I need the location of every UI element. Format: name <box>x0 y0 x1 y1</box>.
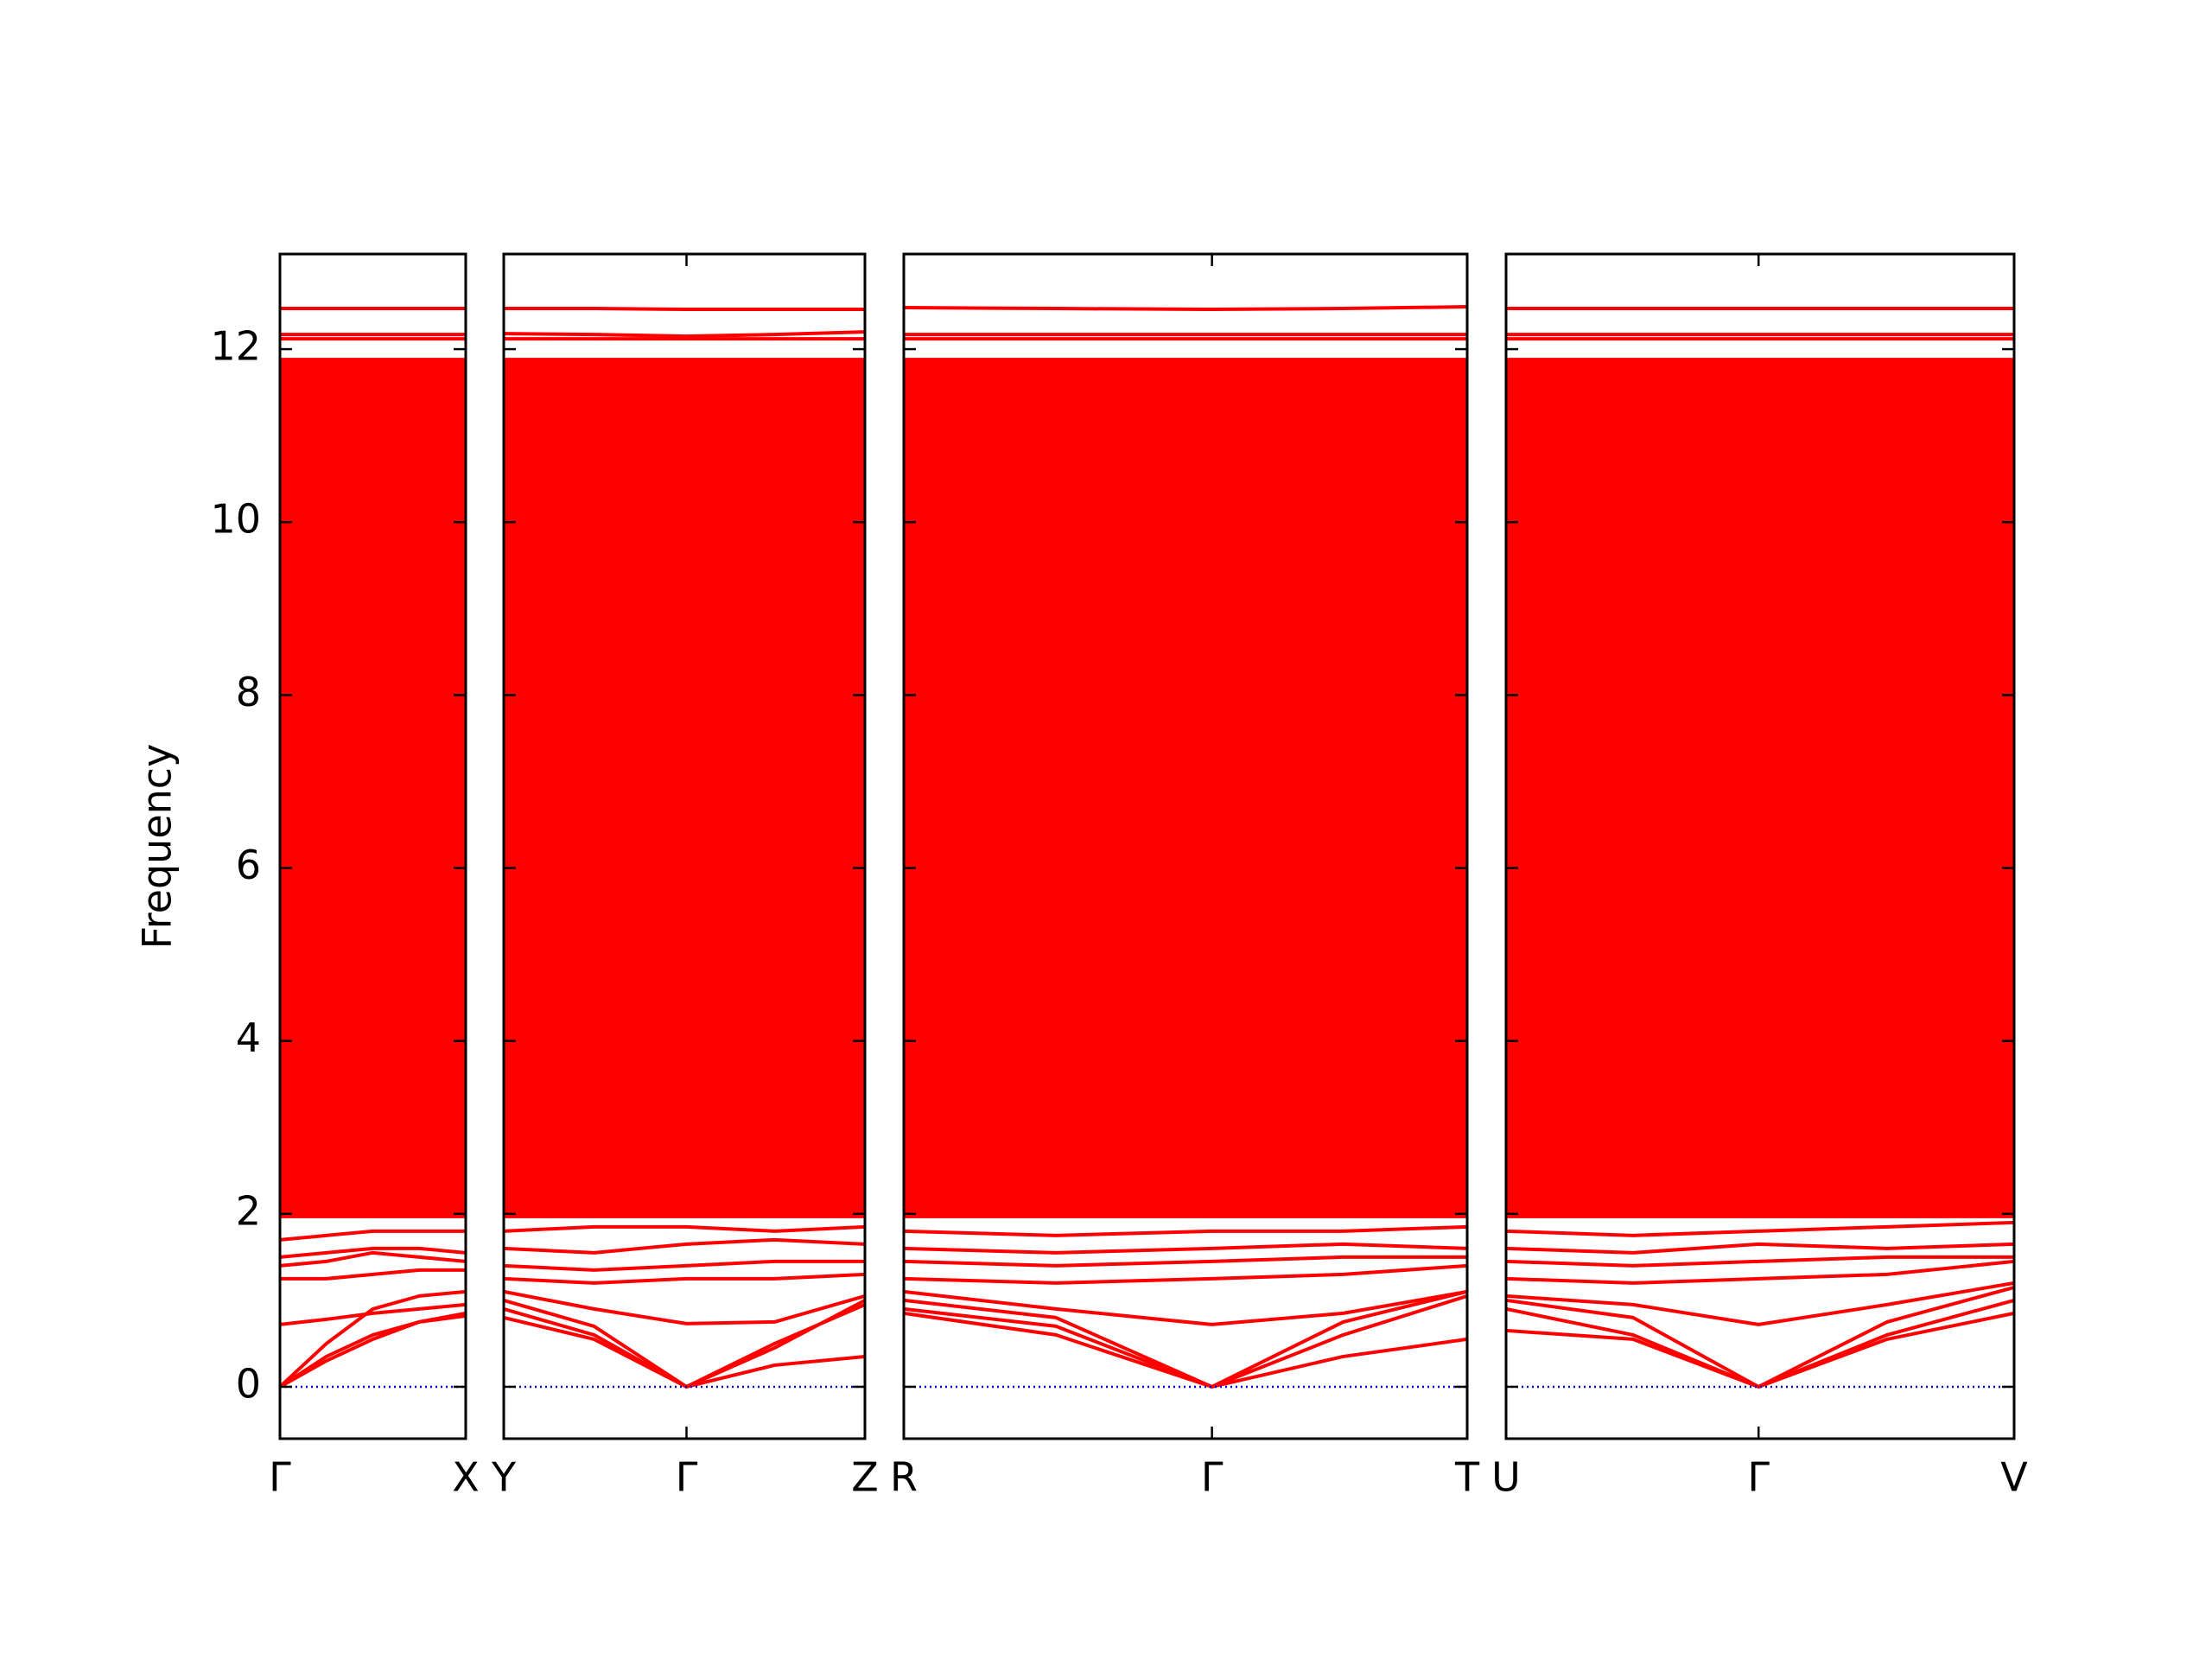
x-tick-label: U <box>1491 1454 1521 1501</box>
plot-body <box>1506 307 2014 1389</box>
axes-frame <box>1504 252 2016 1440</box>
band-line <box>504 1272 865 1285</box>
y-tick-label: 10 <box>210 496 261 543</box>
band-line <box>904 373 1467 386</box>
band-line <box>280 373 466 382</box>
band-line <box>280 1268 466 1281</box>
band-region <box>904 358 1467 1218</box>
y-tick-label: 0 <box>236 1360 261 1407</box>
plot-body <box>904 305 1467 1389</box>
band-line <box>904 494 1467 503</box>
band-line <box>1506 1255 2014 1268</box>
x-tick-label: V <box>2000 1454 2028 1501</box>
x-tick-label: Γ <box>1747 1454 1770 1501</box>
band-line <box>504 330 865 339</box>
band-region <box>1506 358 2014 1218</box>
x-tick-label: X <box>452 1454 480 1501</box>
band-line <box>1506 1281 2014 1326</box>
axes-frame <box>502 252 867 1440</box>
band-line <box>1506 1259 2014 1285</box>
plot-body <box>280 307 466 1389</box>
band-line <box>280 494 466 503</box>
band-line <box>504 373 865 386</box>
band-line <box>504 494 865 503</box>
band-line <box>504 1259 865 1272</box>
band-line <box>504 1224 865 1233</box>
axes-frame <box>278 252 467 1440</box>
x-tick-label: Y <box>491 1454 517 1501</box>
x-tick-label: Z <box>851 1454 879 1501</box>
band-line <box>280 1250 466 1268</box>
band-line <box>1506 1220 2014 1237</box>
x-tick-label: Γ <box>1201 1454 1224 1501</box>
band-line <box>904 1224 1467 1237</box>
band-line <box>904 1263 1467 1285</box>
band-line <box>280 1289 466 1389</box>
x-tick-label: Γ <box>676 1454 698 1501</box>
band-line <box>1506 494 2014 503</box>
plot-body <box>504 307 865 1389</box>
band-line <box>280 1246 466 1259</box>
band-line <box>904 1289 1467 1326</box>
y-tick-label: 8 <box>236 669 261 715</box>
band-region <box>504 358 865 1218</box>
band-line <box>280 1229 466 1242</box>
band-line <box>1506 365 2014 371</box>
band-line <box>1506 1242 2014 1255</box>
band-line <box>1506 373 2014 404</box>
panel: 0 2 4 6 8 10 12 Γ X Frequency <box>134 252 480 1501</box>
band-line <box>504 360 865 371</box>
x-tick-label: R <box>890 1454 918 1501</box>
band-line <box>904 305 1467 312</box>
band-line <box>280 1313 466 1389</box>
y-tick-label: 12 <box>210 323 261 370</box>
band-line <box>904 365 1467 371</box>
band-region <box>280 358 466 1218</box>
y-tick-label: 6 <box>236 842 261 888</box>
band-line <box>904 1255 1467 1268</box>
axes-frame <box>902 252 1469 1440</box>
band-line <box>280 1311 466 1389</box>
band-line <box>1506 1298 2014 1389</box>
y-tick-label: 4 <box>236 1014 261 1061</box>
band-line <box>280 1302 466 1326</box>
band-line <box>504 307 865 312</box>
y-axis-label: Frequency <box>134 744 181 950</box>
y-tick-label: 2 <box>236 1187 261 1234</box>
band-line <box>1506 1285 2014 1389</box>
band-line <box>504 1237 865 1255</box>
band-line <box>904 1289 1467 1389</box>
x-tick-label: Γ <box>269 1454 291 1501</box>
band-line <box>504 1289 865 1325</box>
band-line <box>904 1242 1467 1255</box>
x-tick-label: T <box>1454 1454 1480 1501</box>
